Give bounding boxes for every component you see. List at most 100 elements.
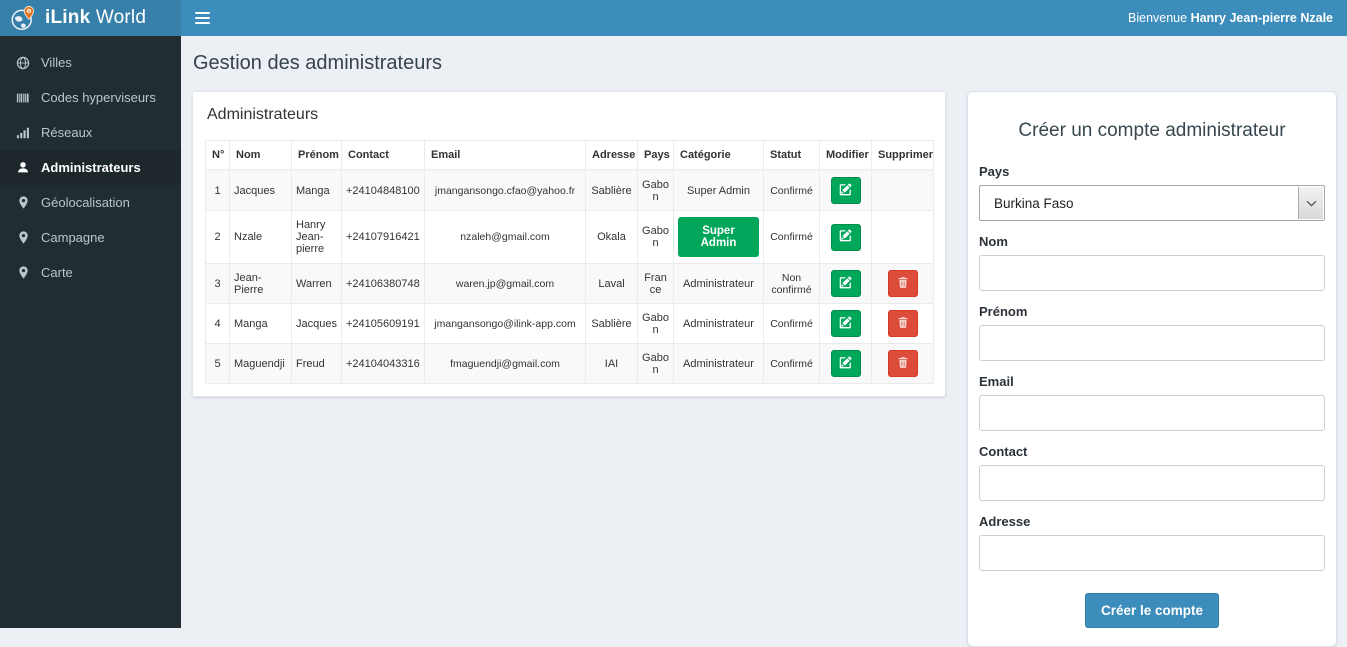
cell-adresse: Sablière [585, 303, 638, 344]
sidebar-item-codes-hyperviseurs[interactable]: Codes hyperviseurs [0, 80, 181, 115]
main-content: Gestion des administrateurs Administrate… [181, 36, 1347, 647]
contact-label: Contact [979, 444, 1028, 459]
map-marker-icon [15, 266, 31, 279]
cell-categorie: Administrateur [673, 263, 764, 304]
sidebar-item-geolocalisation[interactable]: Géolocalisation [0, 185, 181, 220]
globe-pin-logo-icon: $ [10, 5, 37, 32]
cell-supprimer [871, 169, 934, 211]
column-header: N° [205, 140, 230, 171]
cell-statut: Confirmé [763, 210, 820, 264]
cell-prenom: Jacques [291, 303, 342, 344]
cell-pays: Gabon [637, 343, 674, 384]
super-admin-badge[interactable]: Super Admin [678, 217, 759, 257]
edit-button[interactable] [830, 223, 861, 251]
cell-nom: Jacques [229, 169, 292, 211]
map-marker-icon [15, 231, 31, 244]
pays-select[interactable]: Burkina Faso [979, 185, 1325, 221]
cell-prenom: Freud [291, 343, 342, 384]
pencil-square-icon [839, 355, 852, 372]
sidebar-item-label: Villes [41, 55, 72, 70]
cell-contact: +24104848100 [341, 169, 425, 211]
top-bar: $ iLink World Bienvenue Hanry Jean-pierr… [0, 0, 1347, 36]
cell-prenom: Warren [291, 263, 342, 304]
pencil-square-icon [839, 229, 852, 245]
administrators-panel: Administrateurs N° Nom Prénom Contact Email A… [192, 91, 946, 397]
edit-button[interactable] [830, 310, 861, 337]
panel-title: Administrateurs [207, 106, 319, 123]
cell-modifier [819, 343, 872, 384]
cell-categorie: Administrateur [673, 303, 764, 344]
pencil-square-icon [839, 275, 852, 292]
cell-pays: Gabon [637, 169, 674, 211]
nom-input[interactable] [979, 255, 1325, 291]
svg-text:$: $ [28, 9, 31, 13]
cell-supprimer [871, 303, 934, 344]
cell-contact: +24107916421 [341, 210, 425, 264]
barcode-icon [15, 91, 31, 105]
cell-supprimer [871, 263, 934, 304]
table-row: 2 Nzale Hanry Jean-pierre +24107916421 nzale… [205, 210, 934, 264]
cell-email: waren.jp@gmail.com [424, 263, 586, 304]
sidebar-item-reseaux[interactable]: Réseaux [0, 115, 181, 150]
adresse-input[interactable] [979, 535, 1325, 571]
edit-button[interactable] [830, 177, 861, 204]
cell-adresse: Okala [585, 210, 638, 264]
table-row: 1 Jacques Manga +24104848100 jmangansongo.cf… [205, 169, 934, 211]
cell-nom: Maguendji [229, 343, 292, 384]
brand-logo[interactable]: $ iLink World [0, 0, 181, 36]
sidebar-item-label: Réseaux [41, 125, 93, 140]
create-account-button[interactable]: Créer le compte [1084, 593, 1220, 628]
sidebar-item-label: Codes hyperviseurs [41, 90, 156, 105]
table-row: 5 Maguendji Freud +24104043316 fmaguendji@gm… [205, 343, 934, 384]
welcome-text: Bienvenue Hanry Jean-pierre Nzale [1128, 11, 1333, 25]
cell-num: 2 [205, 210, 230, 264]
menu-toggle-icon[interactable] [181, 0, 223, 36]
cell-adresse: Laval [585, 263, 638, 304]
table-header-row: N° Nom Prénom Contact Email Adresse Pays Catégo… [205, 140, 934, 171]
cell-statut: Confirmé [763, 169, 820, 211]
sidebar-item-administrateurs[interactable]: Administrateurs [0, 150, 181, 185]
table-row: 4 Manga Jacques +24105609191 jmangansongo@il… [205, 303, 934, 344]
cell-num: 5 [205, 343, 230, 384]
cell-contact: +24106380748 [341, 263, 425, 304]
prenom-input[interactable] [979, 325, 1325, 361]
cell-prenom: Manga [291, 169, 342, 211]
contact-input[interactable] [979, 465, 1325, 501]
user-icon [15, 161, 31, 175]
column-header: Pays [637, 140, 674, 171]
cell-pays: Gabon [637, 210, 674, 264]
delete-button[interactable] [887, 350, 918, 377]
sidebar-item-label: Carte [41, 265, 73, 280]
administrators-table: N° Nom Prénom Contact Email Adresse Pays Catégo… [205, 140, 934, 384]
navbar: Bienvenue Hanry Jean-pierre Nzale [181, 0, 1347, 36]
pencil-square-icon [839, 315, 852, 332]
column-header: Adresse [585, 140, 638, 171]
app-title: iLink World [45, 7, 147, 28]
cell-modifier [819, 169, 872, 211]
cell-categorie: Administrateur [673, 343, 764, 384]
email-field[interactable] [979, 395, 1325, 431]
table-row: 3 Jean-Pierre Warren +24106380748 waren.jp@g… [205, 263, 934, 304]
pencil-square-icon [839, 182, 852, 199]
edit-button[interactable] [830, 350, 861, 377]
adresse-label: Adresse [979, 514, 1031, 529]
cell-nom: Nzale [229, 210, 292, 264]
cell-pays: Gabon [637, 303, 674, 344]
delete-button[interactable] [887, 310, 918, 337]
trash-icon [897, 356, 909, 372]
sidebar-item-villes[interactable]: Villes [0, 45, 181, 80]
edit-button[interactable] [830, 270, 861, 297]
column-header: Contact [341, 140, 425, 171]
sidebar-item-carte[interactable]: Carte [0, 255, 181, 290]
cell-email: jmangansongo@ilink-app.com [424, 303, 586, 344]
cell-prenom: Hanry Jean-pierre [291, 210, 342, 264]
cell-email: nzaleh@gmail.com [424, 210, 586, 264]
signal-icon [15, 126, 31, 140]
column-header: Prénom [291, 140, 342, 171]
cell-statut: Confirmé [763, 303, 820, 344]
cell-adresse: Sablière [585, 169, 638, 211]
cell-adresse: IAI [585, 343, 638, 384]
column-header: Statut [763, 140, 820, 171]
sidebar-item-campagne[interactable]: Campagne [0, 220, 181, 255]
delete-button[interactable] [887, 270, 918, 297]
